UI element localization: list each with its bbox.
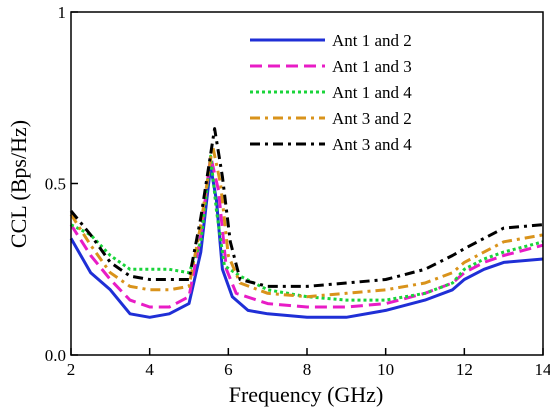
legend-label-3: Ant 1 and 4: [332, 83, 412, 102]
series-line-3: [70, 154, 544, 302]
x-tick-label: 6: [224, 360, 233, 379]
legend-label-4: Ant 3 and 2: [332, 109, 412, 128]
y-tick-label: 0.5: [45, 175, 66, 194]
x-tick-label: 2: [67, 360, 76, 379]
x-tick-label: 4: [145, 360, 154, 379]
y-tick-label: 1: [58, 3, 67, 22]
series-line-5: [69, 127, 544, 288]
x-tick-label: 12: [456, 360, 473, 379]
y-tick-label: 0.0: [45, 346, 66, 365]
legend-label-5: Ant 3 and 4: [332, 135, 412, 154]
x-tick-label: 10: [377, 360, 394, 379]
series-line-2: [69, 154, 544, 309]
series-line-4: [69, 144, 544, 299]
x-tick-label: 8: [303, 360, 312, 379]
ticks-layer: 2 4 6 8 10 12 14 0.0 0.5 1: [45, 3, 550, 379]
legend: Ant 1 and 2 Ant 1 and 3 Ant 1 and 4 Ant 3 a…: [250, 31, 412, 154]
series-layer: [69, 127, 544, 319]
legend-label-2: Ant 1 and 3: [332, 57, 412, 76]
legend-label-1: Ant 1 and 2: [332, 31, 412, 50]
series-line-1: [69, 164, 544, 319]
x-axis-title: Frequency (GHz): [229, 382, 384, 407]
y-axis-title: CCL (Bps/Hz): [6, 120, 31, 248]
x-tick-label: 14: [535, 360, 550, 379]
